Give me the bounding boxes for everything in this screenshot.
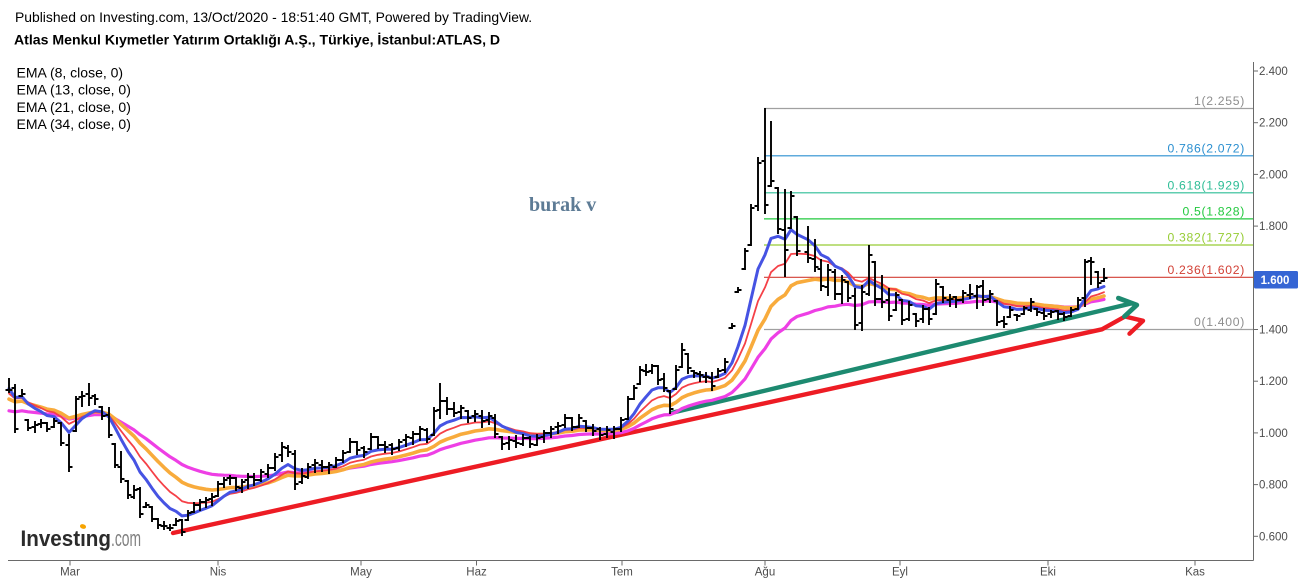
svg-text:Haz: Haz bbox=[466, 567, 487, 579]
svg-text:0.382(1.727): 0.382(1.727) bbox=[1167, 231, 1245, 245]
svg-text:Kas: Kas bbox=[1185, 567, 1205, 579]
svg-text:2.000: 2.000 bbox=[1259, 169, 1288, 181]
svg-text:EMA (13, close, 0): EMA (13, close, 0) bbox=[17, 82, 131, 98]
svg-text:0.600: 0.600 bbox=[1259, 531, 1288, 543]
svg-text:Ağu: Ağu bbox=[755, 567, 775, 579]
svg-text:May: May bbox=[350, 567, 372, 579]
svg-text:0.5(1.828): 0.5(1.828) bbox=[1182, 204, 1245, 218]
svg-text:Tem: Tem bbox=[611, 567, 633, 579]
svg-text:EMA (8, close, 0): EMA (8, close, 0) bbox=[17, 65, 124, 81]
svg-text:Published on Investing.com, 13: Published on Investing.com, 13/Oct/2020 … bbox=[15, 9, 532, 25]
svg-text:1.200: 1.200 bbox=[1259, 376, 1288, 388]
svg-text:0.618(1.929): 0.618(1.929) bbox=[1167, 178, 1245, 192]
svg-text:burak v: burak v bbox=[529, 194, 596, 216]
svg-text:.com: .com bbox=[111, 526, 141, 551]
svg-text:Investıng: Investıng bbox=[21, 526, 112, 551]
svg-text:2.200: 2.200 bbox=[1259, 118, 1288, 130]
svg-text:Eyl: Eyl bbox=[892, 567, 908, 579]
svg-text:0.236(1.602): 0.236(1.602) bbox=[1167, 263, 1245, 277]
svg-text:1.600: 1.600 bbox=[1261, 275, 1290, 287]
svg-text:Eki: Eki bbox=[1040, 567, 1056, 579]
svg-text:2.400: 2.400 bbox=[1259, 66, 1288, 78]
svg-text:Nis: Nis bbox=[210, 567, 227, 579]
svg-text:0(1.400): 0(1.400) bbox=[1194, 315, 1245, 329]
svg-text:1.800: 1.800 bbox=[1259, 221, 1288, 233]
svg-text:Atlas Menkul Kıymetler Yatırım: Atlas Menkul Kıymetler Yatırım Ortaklığı… bbox=[14, 32, 500, 48]
svg-text:1.400: 1.400 bbox=[1259, 325, 1288, 337]
svg-text:Mar: Mar bbox=[60, 567, 80, 579]
svg-text:0.786(2.072): 0.786(2.072) bbox=[1167, 141, 1245, 155]
svg-text:1.000: 1.000 bbox=[1259, 428, 1288, 440]
svg-text:EMA (21, close, 0): EMA (21, close, 0) bbox=[17, 99, 131, 115]
svg-text:0.800: 0.800 bbox=[1259, 480, 1288, 492]
svg-text:1(2.255): 1(2.255) bbox=[1194, 94, 1245, 108]
svg-text:EMA (34, close, 0): EMA (34, close, 0) bbox=[17, 116, 131, 132]
